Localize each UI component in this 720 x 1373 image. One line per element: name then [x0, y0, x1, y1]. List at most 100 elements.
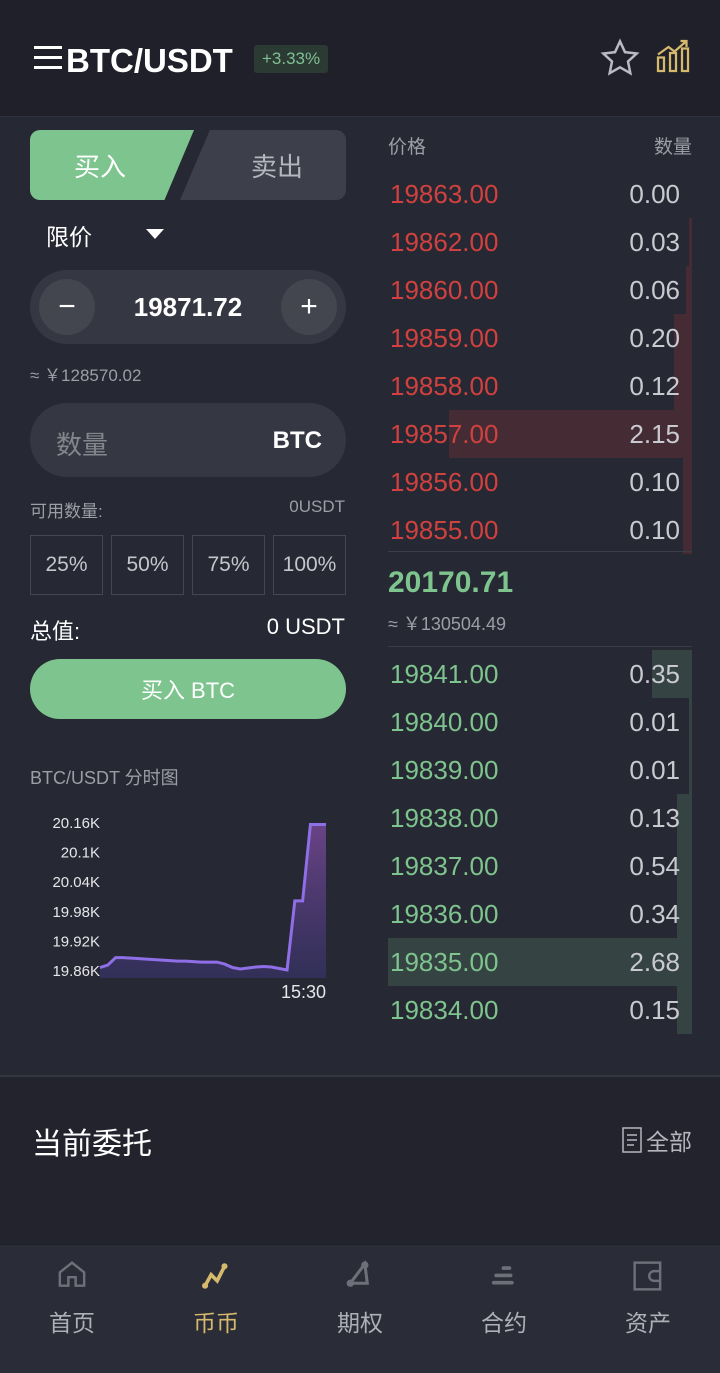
tab-sell[interactable]: 卖出	[180, 130, 346, 200]
y-tick-label: 20.16K	[52, 815, 100, 832]
ask-row[interactable]: 19855.00 0.10	[388, 506, 692, 554]
percent-100-button[interactable]: 100%	[273, 535, 346, 595]
bid-qty: 0.54	[629, 851, 680, 881]
nav-item-options[interactable]: 期权	[310, 1259, 410, 1338]
percent-25-button[interactable]: 25%	[30, 535, 103, 595]
nav-label: 合约	[481, 1310, 527, 1336]
nav-label: 首页	[49, 1310, 95, 1336]
bid-price: 19836.00	[390, 899, 499, 929]
menu-icon[interactable]	[34, 44, 64, 72]
ask-price: 19856.00	[390, 467, 499, 497]
wallet-icon	[633, 1261, 662, 1291]
price-line	[99, 822, 326, 972]
options-icon	[346, 1259, 370, 1287]
ask-row[interactable]: 19856.00 0.10	[388, 458, 692, 506]
nav-label: 资产	[625, 1310, 671, 1336]
bid-row[interactable]: 19840.00 0.01	[388, 698, 692, 746]
star-icon[interactable]	[600, 38, 640, 78]
all-orders-link[interactable]: 全部	[622, 1123, 692, 1157]
price-header: 价格	[388, 137, 427, 158]
ask-qty: 0.10	[629, 467, 680, 497]
ask-price: 19858.00	[390, 371, 499, 401]
total-label: 总值:	[30, 619, 81, 644]
ask-price: 19859.00	[390, 323, 499, 353]
nav-label: 币币	[193, 1310, 239, 1336]
price-area	[100, 824, 326, 978]
total-value: 0 USDT	[266, 614, 345, 639]
ask-price: 19862.00	[390, 227, 499, 257]
ask-qty: 0.00	[629, 179, 680, 209]
nav-label: 期权	[337, 1310, 383, 1336]
tab-buy[interactable]: 买入	[30, 130, 194, 200]
ask-price: 19863.00	[390, 179, 499, 209]
ask-qty: 0.20	[629, 323, 680, 353]
nav-item-home[interactable]: 首页	[22, 1259, 122, 1338]
percent-50-button[interactable]: 50%	[111, 535, 184, 595]
bid-qty: 0.13	[629, 803, 680, 833]
bid-list: 19841.00 0.35 19840.00 0.01 19839.00 0.0…	[388, 650, 692, 1034]
depth-bar	[388, 938, 692, 986]
quantity-placeholder: 数量	[56, 430, 109, 460]
depth-bar	[676, 986, 692, 1034]
ask-price: 19857.00	[390, 419, 499, 449]
bid-qty: 2.68	[629, 947, 680, 977]
bid-row[interactable]: 19837.00 0.54	[388, 842, 692, 890]
ask-row[interactable]: 19858.00 0.12	[388, 362, 692, 410]
ask-price: 19855.00	[390, 515, 499, 545]
ask-qty: 0.06	[629, 275, 680, 305]
ask-qty: 0.03	[629, 227, 680, 257]
qty-header: 数量	[653, 137, 692, 158]
kline-chart-icon[interactable]	[655, 38, 691, 74]
bid-row[interactable]: 19835.00 2.68	[388, 938, 692, 986]
header: BTC/USDT +3.33%	[0, 0, 720, 117]
bid-qty: 0.01	[629, 707, 680, 737]
bid-row[interactable]: 19838.00 0.13	[388, 794, 692, 842]
ask-row[interactable]: 19857.00 2.15	[388, 410, 692, 458]
y-tick-label: 19.92K	[52, 933, 100, 950]
bid-price: 19834.00	[390, 995, 499, 1025]
bid-price: 19835.00	[390, 947, 499, 977]
depth-bar	[673, 362, 692, 410]
ask-row[interactable]: 19859.00 0.20	[388, 314, 692, 362]
all-orders-label: 全部	[646, 1129, 692, 1155]
available-label: 可用数量:	[30, 502, 103, 521]
ask-row[interactable]: 19863.00 0.00	[388, 170, 692, 218]
bid-qty: 0.34	[629, 899, 680, 929]
bid-qty: 0.01	[629, 755, 680, 785]
home-icon	[58, 1261, 86, 1287]
ask-price: 19860.00	[390, 275, 499, 305]
depth-bar	[688, 218, 692, 266]
nav-item-wallet[interactable]: 资产	[598, 1259, 698, 1338]
depth-bar	[448, 410, 692, 458]
ask-row[interactable]: 19862.00 0.03	[388, 218, 692, 266]
minus-button[interactable]: −	[39, 279, 95, 335]
ask-list: 19863.00 0.00 19862.00 0.03 19860.00 0.0…	[388, 170, 692, 554]
buy-btc-button[interactable]: 买入 BTC	[30, 659, 346, 719]
quantity-field[interactable]: 数量 BTC	[30, 403, 346, 477]
ask-qty: 2.15	[629, 419, 680, 449]
price-stepper[interactable]: − 19871.72 +	[30, 270, 346, 344]
order-type-select[interactable]: 限价	[46, 224, 92, 250]
bid-row[interactable]: 19836.00 0.34	[388, 890, 692, 938]
nav-item-spot[interactable]: 币币	[166, 1259, 266, 1338]
change-badge: +3.33%	[254, 45, 329, 73]
orders-title: 当前委托	[32, 1128, 152, 1161]
chevron-down-icon[interactable]	[146, 229, 164, 239]
pair-title[interactable]: BTC/USDT	[66, 42, 233, 79]
bid-row[interactable]: 19841.00 0.35	[388, 650, 692, 698]
bid-qty: 0.35	[629, 659, 680, 689]
percent-75-button[interactable]: 75%	[192, 535, 265, 595]
last-price-cny: ≈ ￥130504.49	[388, 614, 506, 634]
price-cny: ≈ ￥128570.02	[30, 366, 142, 385]
bid-row[interactable]: 19839.00 0.01	[388, 746, 692, 794]
ask-qty: 0.12	[629, 371, 680, 401]
ask-row[interactable]: 19860.00 0.06	[388, 266, 692, 314]
price-input[interactable]: 19871.72	[133, 292, 243, 322]
depth-bar	[652, 650, 692, 698]
bid-row[interactable]: 19834.00 0.15	[388, 986, 692, 1034]
nav-item-contract[interactable]: 合约	[454, 1259, 554, 1338]
last-price: 20170.71	[388, 566, 514, 599]
bid-price: 19839.00	[390, 755, 499, 785]
plus-button[interactable]: +	[281, 279, 337, 335]
spot-icon	[202, 1263, 228, 1289]
